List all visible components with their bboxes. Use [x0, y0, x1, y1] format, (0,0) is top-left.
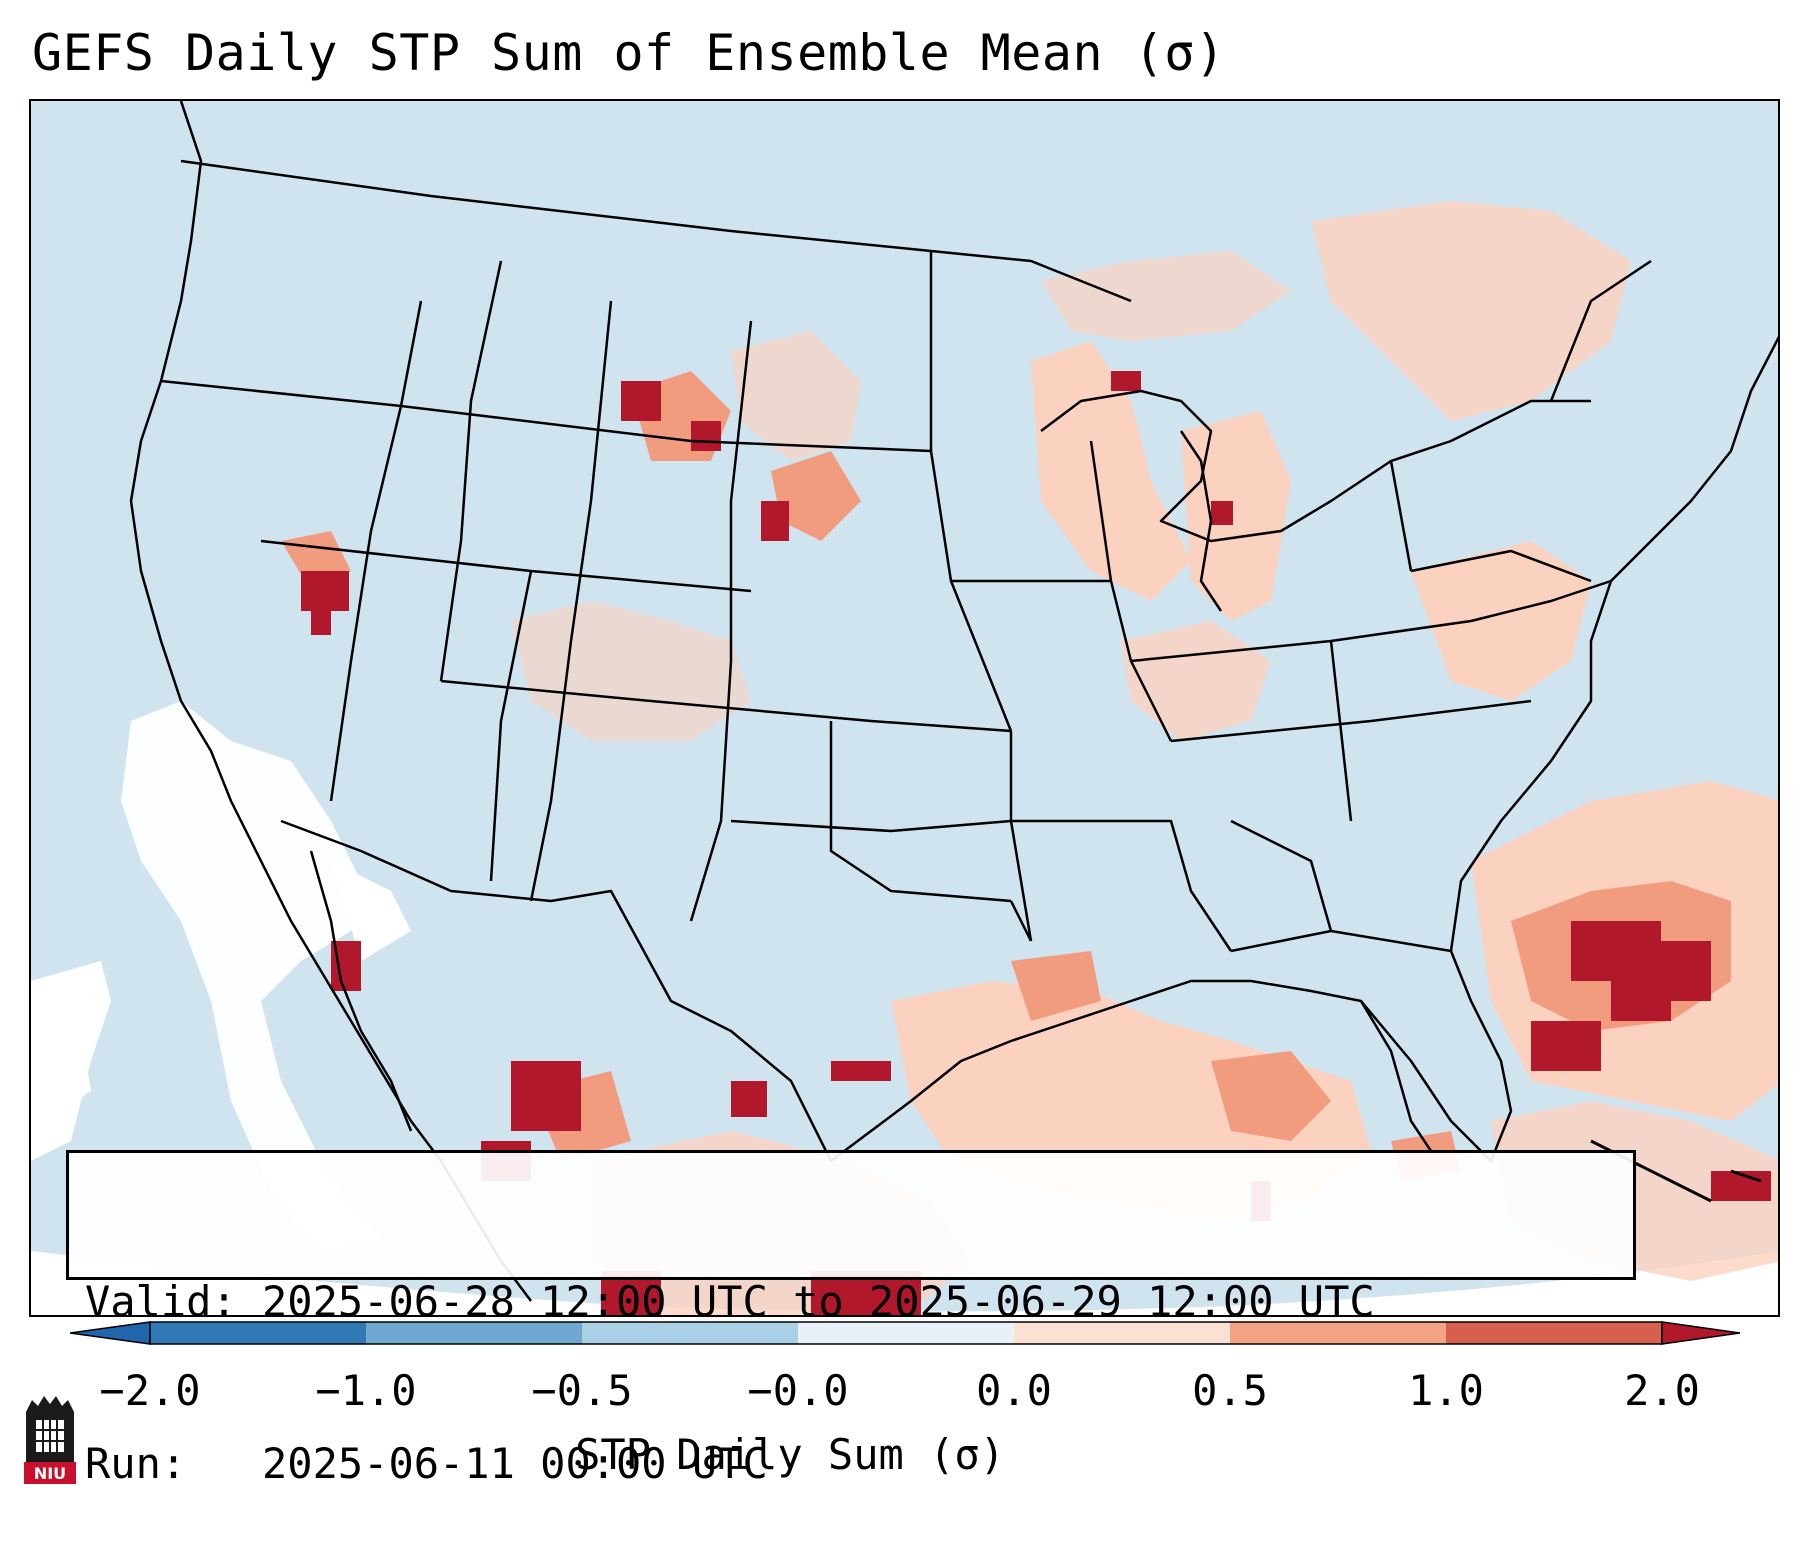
chart-title: GEFS Daily STP Sum of Ensemble Mean (σ) — [32, 24, 1226, 82]
stp-high-areas — [301, 371, 1771, 1315]
colorbar — [70, 1321, 1740, 1345]
niu-logo-icon: NIU — [24, 1396, 76, 1484]
valid-line: Valid: 2025-06-28 12:00 UTC to 2025-06-2… — [85, 1275, 1617, 1329]
colorbar-bin-7 — [1446, 1322, 1662, 1344]
colorbar-over-triangle — [1661, 1321, 1740, 1345]
colorbar-bin-6 — [1230, 1322, 1446, 1344]
colorbar-tick-label: −0.0 — [747, 1366, 849, 1415]
valid-to: to — [793, 1277, 844, 1326]
run-line: Run: 2025-06-11 00:00 UTC — [85, 1437, 1617, 1491]
valid-end: 2025-06-29 12:00 UTC — [868, 1277, 1375, 1326]
map-panel — [29, 99, 1780, 1317]
stp-map — [31, 101, 1778, 1315]
colorbar-tick-label: 0.0 — [976, 1366, 1052, 1415]
colorbar-outline — [149, 1321, 1663, 1345]
colorbar-bin-4 — [798, 1322, 1014, 1344]
logo-text: NIU — [34, 1464, 66, 1483]
colorbar-bin-2 — [366, 1322, 582, 1344]
colorbar-tick-label: −0.5 — [531, 1366, 633, 1415]
colorbar-tick-label: 2.0 — [1624, 1366, 1700, 1415]
run-label: Run: — [85, 1439, 187, 1488]
colorbar-tick-label: 1.0 — [1408, 1366, 1484, 1415]
colorbar-label: STP Daily Sum (σ) — [575, 1430, 1005, 1479]
no-data-region — [31, 701, 1778, 1315]
colorbar-tick-label: −2.0 — [99, 1366, 201, 1415]
colorbar-bin-5 — [1014, 1322, 1230, 1344]
colorbar-tick-label: 0.5 — [1192, 1366, 1268, 1415]
valid-label: Valid: — [85, 1277, 237, 1326]
run-time: 2025-06-11 00:00 UTC — [262, 1439, 768, 1488]
colorbar-bin-1 — [150, 1322, 366, 1344]
colorbar-tick-label: −1.0 — [315, 1366, 417, 1415]
map-borders — [129, 101, 1778, 1302]
valid-time-box: Valid: 2025-06-28 12:00 UTC to 2025-06-2… — [66, 1150, 1636, 1488]
colorbar-bin-3 — [582, 1322, 798, 1344]
colorbar-under-triangle — [70, 1321, 151, 1345]
valid-start: 2025-06-28 12:00 UTC — [262, 1277, 768, 1326]
